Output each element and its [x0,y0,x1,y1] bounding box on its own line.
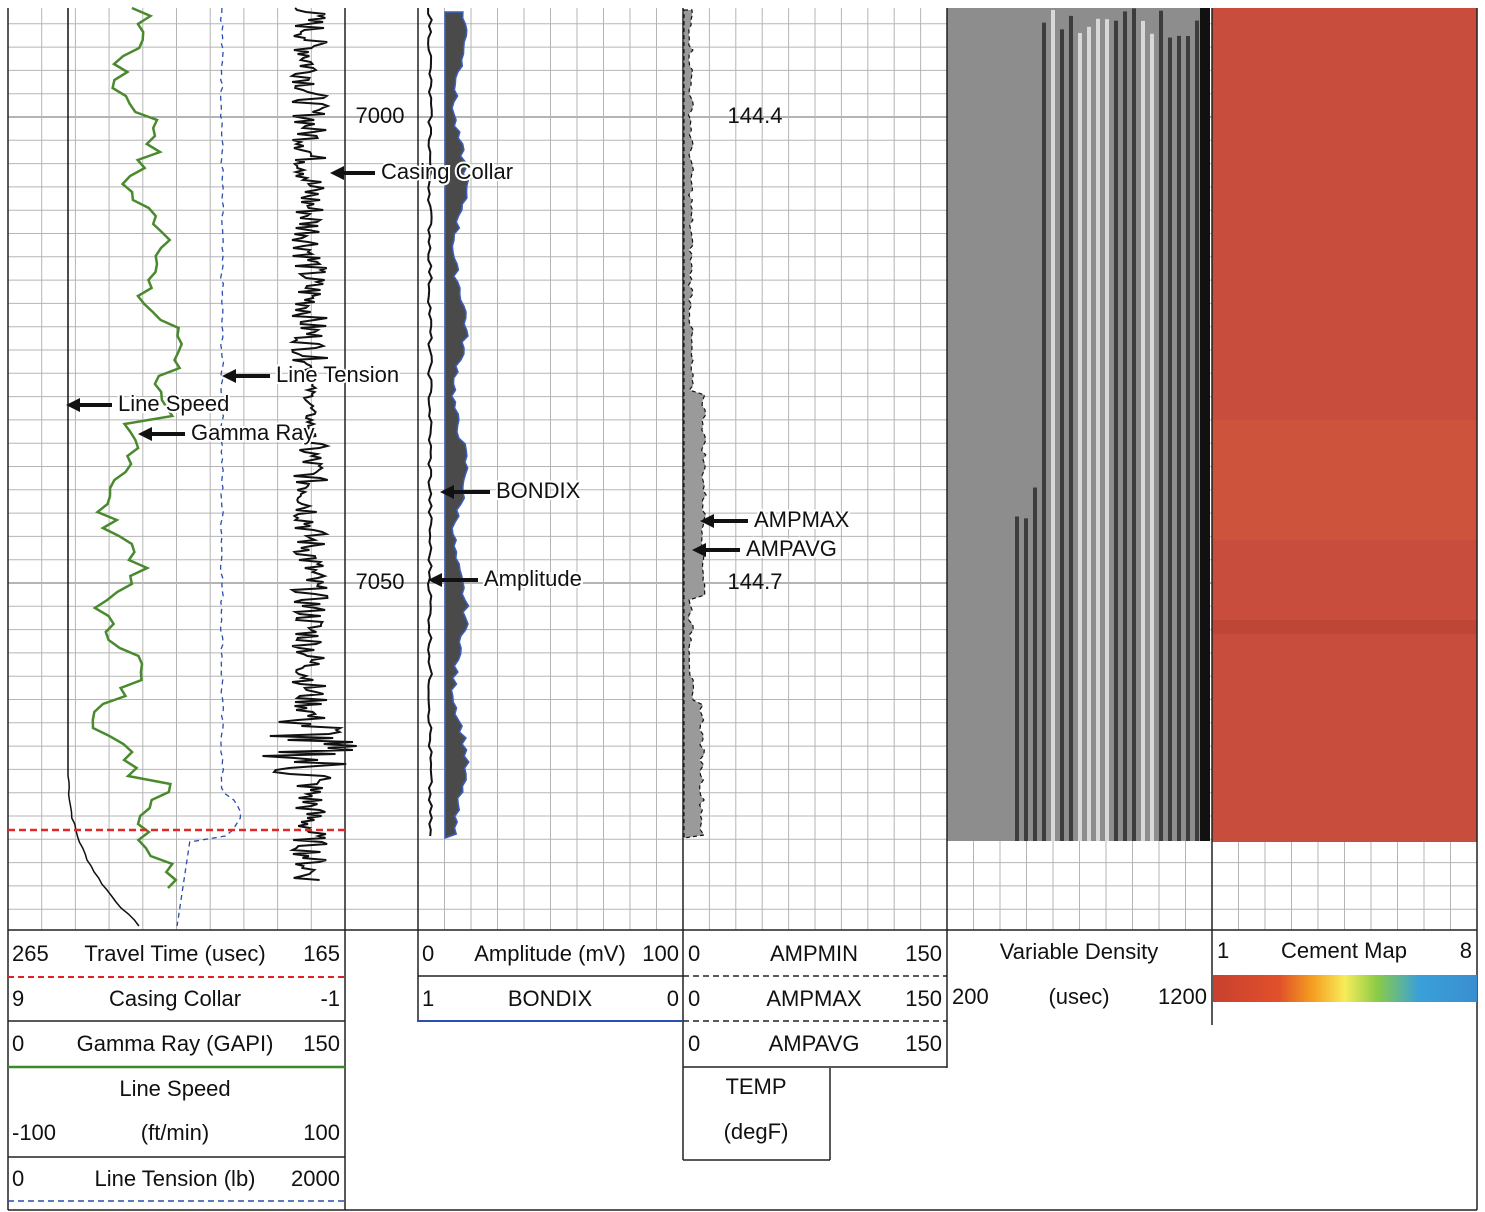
curve-name: Variable Density [1000,939,1159,964]
scale-left: 9 [12,986,24,1011]
vdl-stripe [1087,26,1091,842]
vdl-stripe [1060,29,1064,842]
scale-right: 2000 [291,1166,340,1191]
labels: 7000 7050 144.4 144.7 [356,103,783,594]
scale-left: 0 [12,1031,24,1056]
curve-unit: (usec) [1048,984,1109,1009]
arrow-head [700,514,714,528]
scale-right: 1200 [1158,984,1207,1009]
arrow-head [222,369,236,383]
scale-left: 0 [688,1031,700,1056]
annotations: Casing Collar Line Tension Line Speed Gamma… [66,157,852,593]
temp-label: 144.4 [727,103,782,128]
amp-fill [683,9,708,839]
curve-name: Cement Map [1281,938,1407,963]
vdl-stripe [1078,33,1082,842]
arrow-head [330,166,344,180]
vdl-stripe [1159,10,1163,842]
curve-unit: (degF) [724,1119,789,1144]
scale-left: 0 [12,1166,24,1191]
scale-left: 200 [952,984,989,1009]
scale-right: 150 [905,941,942,966]
annotation-label: Line Tension [276,362,399,387]
annotation-label: BONDIX [496,478,581,503]
scale-left: -100 [12,1120,56,1145]
scale-right: 8 [1460,938,1472,963]
scale-right: 150 [905,986,942,1011]
arrow-head [66,398,80,412]
vdl-stripe [1024,518,1028,841]
scale-left: 0 [688,941,700,966]
scale-left: 0 [688,986,700,1011]
curve-name: AMPMIN [770,941,858,966]
vdl-stripe [1150,33,1154,841]
vdl-stripe [1114,20,1118,841]
annotation-label: AMPAVG [746,536,837,561]
bondix-fill [444,11,470,840]
temp-label: 144.7 [727,569,782,594]
amplitude-curve [426,8,433,837]
line-speed-curve [67,8,140,927]
vdl-stripe [1033,487,1037,841]
annotation-label: Amplitude [484,566,582,591]
line-tension-curve [176,7,242,927]
vdl-stripe [1186,36,1190,842]
headers: 265 Travel Time (usec) 165 9 Casing Coll… [12,938,1472,1191]
curve-name: BONDIX [508,986,593,1011]
scale-right: 165 [303,941,340,966]
scale-left: 265 [12,941,49,966]
scale-left: 1 [422,986,434,1011]
scale-right: 0 [667,986,679,1011]
vdl-stripe [1096,18,1100,841]
curve-name: AMPMAX [766,986,862,1011]
vdl-stripe [1168,37,1172,842]
curves [67,6,708,927]
track-borders [7,8,1478,1211]
curve-name: TEMP [725,1074,786,1099]
curve-name: Amplitude (mV) [474,941,626,966]
cement-map-band [1212,420,1477,540]
curve-name: Line Tension (lb) [94,1166,255,1191]
annotation-label: Casing Collar [381,159,513,184]
vdl-stripe [1132,8,1136,842]
arrow-head [440,485,454,499]
vdl-stripe [1123,11,1127,841]
scale-right: 100 [303,1120,340,1145]
vdl-stripe [1195,20,1199,841]
scale-right: -1 [320,986,340,1011]
cement-map-band [1212,620,1477,634]
vdl-stripe [1015,516,1019,841]
annotation-label: Gamma Ray [191,420,314,445]
cement-color-scale [1213,975,1477,1002]
curve-name: Casing Collar [109,986,241,1011]
scale-right: 150 [905,1031,942,1056]
vdl-stripe [1069,15,1073,842]
curve-name: AMPAVG [769,1031,860,1056]
scale-right: 150 [303,1031,340,1056]
curve-name: Travel Time (usec) [84,941,265,966]
vdl-stripe [1051,9,1055,841]
vdl-edge [1200,8,1210,841]
arrow-head [138,427,152,441]
arrow-head [692,543,706,557]
annotation-label: Line Speed [118,391,229,416]
vdl-stripe [1177,35,1181,842]
casing-collar-curve [262,7,357,881]
arrow-head [428,573,442,587]
depth-label: 7000 [356,103,405,128]
depth-label: 7050 [356,569,405,594]
annotation-label: AMPMAX [754,507,850,532]
curve-name: Gamma Ray (GAPI) [77,1031,274,1056]
vdl-stripe [1042,22,1046,842]
variable-density-image [947,8,1210,842]
curve-name: Line Speed [119,1076,230,1101]
scale-left: 0 [422,941,434,966]
scale-right: 100 [642,941,679,966]
vdl-stripe [1141,20,1145,841]
gamma-ray-curve [91,6,184,889]
curve-unit: (ft/min) [141,1120,209,1145]
vdl-stripe [1105,19,1109,841]
scale-left: 1 [1217,938,1229,963]
